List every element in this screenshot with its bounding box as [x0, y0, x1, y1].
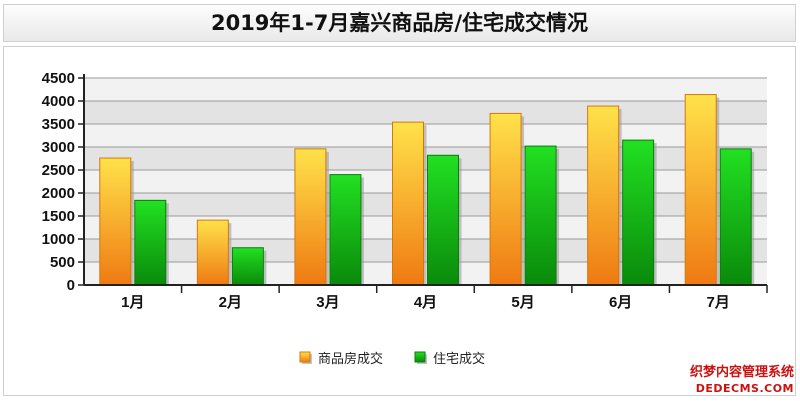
bar-commercial: [587, 105, 620, 286]
bar-commercial: [392, 121, 424, 286]
plot-band: [84, 101, 767, 124]
bar-residential: [231, 247, 264, 286]
y-tick-label: 3000: [42, 139, 75, 156]
chart-title: 2019年1-7月嘉兴商品房/住宅成交情况: [210, 11, 589, 35]
y-tick-label: 1000: [42, 231, 75, 248]
chart-title-bar: 2019年1-7月嘉兴商品房/住宅成交情况: [3, 4, 796, 42]
y-tick-label: 500: [50, 254, 75, 271]
legend-item-residential-swatch: [414, 351, 426, 363]
y-tick-label: 2500: [42, 162, 75, 179]
bar-residential: [622, 139, 655, 286]
x-tick-label: 4月: [414, 294, 437, 311]
bar-residential: [329, 174, 362, 286]
y-tick-label: 1500: [42, 208, 75, 225]
y-tick-label: 3500: [42, 116, 75, 133]
x-tick-label: 5月: [511, 294, 534, 311]
y-tick-label: 4000: [42, 93, 75, 110]
bar-residential: [524, 145, 557, 286]
bar-commercial: [684, 94, 717, 286]
legend-item-residential-label: 住宅成交: [433, 351, 485, 367]
bar-commercial: [99, 157, 132, 286]
y-tick-label: 4500: [42, 70, 75, 87]
plot-band: [84, 78, 767, 101]
legend-item-commercial-swatch: [299, 351, 311, 363]
x-tick-label: 1月: [121, 294, 144, 311]
x-tick-label: 2月: [219, 294, 242, 311]
legend-item-commercial-label: 商品房成交: [318, 351, 383, 367]
x-tick-label: 7月: [707, 294, 730, 311]
y-tick-label: 2000: [42, 185, 75, 202]
watermark: 织梦内容管理系统 DEDECMS.COM: [672, 365, 794, 399]
bar-residential: [719, 148, 752, 286]
bar-commercial: [294, 148, 327, 286]
bar-residential: [134, 199, 167, 286]
watermark-line-2: DEDECMS.COM: [695, 382, 794, 395]
watermark-line-1: 织梦内容管理系统: [689, 365, 794, 380]
x-tick-label: 6月: [609, 294, 632, 311]
bar-commercial: [489, 112, 522, 286]
x-tick-label: 3月: [316, 294, 339, 311]
bar-commercial: [196, 219, 229, 286]
bar-residential: [427, 154, 459, 286]
y-tick-label: 0: [67, 277, 75, 294]
